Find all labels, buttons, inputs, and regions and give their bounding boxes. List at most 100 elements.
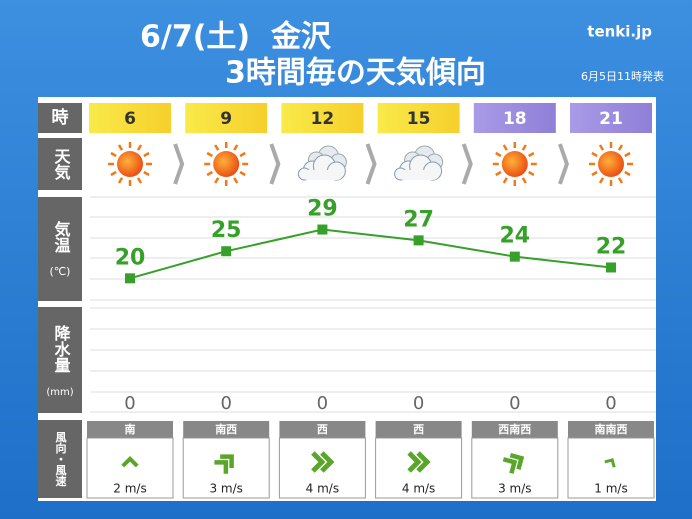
wind-speed: 3 m/s	[209, 482, 242, 496]
row-label: 降水量	[52, 324, 71, 373]
row-header	[38, 420, 82, 498]
hour-label: 12	[311, 109, 335, 129]
wind-arrow	[311, 451, 335, 473]
sun-ray	[110, 151, 117, 158]
hour-badge	[473, 103, 556, 133]
wind-direction: 南西	[215, 422, 237, 436]
temp-label: 22	[596, 234, 627, 259]
temp-label: 24	[499, 224, 530, 249]
hour-label: 6	[124, 109, 136, 129]
sun-disc	[117, 151, 143, 177]
temp-label: 20	[115, 245, 146, 270]
wind-header	[568, 421, 654, 438]
separator	[365, 143, 377, 185]
sun-ray	[143, 170, 150, 177]
temp-point	[509, 251, 520, 262]
row-label: 風向・風速	[54, 431, 67, 487]
sun-icon	[204, 142, 249, 186]
sun-icon	[108, 142, 152, 186]
hour-badge	[377, 103, 460, 133]
sun-icon	[492, 142, 537, 186]
sun-ray	[624, 170, 631, 177]
temp-point	[317, 224, 328, 235]
chevron	[604, 458, 616, 468]
separator	[461, 143, 473, 185]
separator	[558, 143, 570, 185]
sun-ray	[117, 177, 124, 184]
cloud-icon	[394, 145, 444, 181]
sun-ray	[214, 177, 220, 184]
sun-ray	[591, 170, 598, 177]
cloud-icon	[297, 145, 347, 181]
sun-disc	[598, 151, 624, 177]
chevron	[121, 455, 139, 468]
wind-header	[279, 421, 366, 438]
wind-arrow	[121, 455, 139, 468]
sun-ray	[206, 170, 213, 177]
chevron	[220, 454, 234, 469]
hour-badge	[185, 103, 268, 133]
issued: 6月5日11時発表	[581, 69, 664, 83]
chevron	[509, 453, 525, 470]
temp-point	[125, 273, 135, 284]
wind-direction: 西	[317, 423, 328, 436]
row-label: 天気	[52, 148, 71, 181]
wind-speed: 3 m/s	[498, 482, 531, 496]
sun-ray	[214, 144, 220, 151]
chevron	[502, 457, 518, 474]
row-header	[38, 138, 82, 190]
sun-ray	[136, 177, 143, 184]
row-label: (℃)	[50, 265, 71, 278]
sun-ray	[521, 144, 527, 151]
hour-badge	[281, 103, 364, 133]
sun-icon	[589, 142, 633, 186]
wind-direction: 西	[413, 423, 424, 436]
chevron	[416, 451, 431, 473]
row-label: (mm)	[46, 387, 73, 398]
chevron	[214, 460, 229, 474]
subtitle: 3時間毎の天気傾向	[225, 56, 486, 91]
hour-badge	[570, 103, 652, 133]
sun-ray	[206, 151, 213, 158]
wind-speed: 4 m/s	[402, 482, 435, 496]
row-label: 気温	[52, 220, 72, 253]
wind-header	[87, 421, 173, 438]
sun-ray	[495, 170, 502, 177]
temp-label: 25	[211, 218, 242, 243]
temp-line	[129, 228, 612, 280]
sun-ray	[136, 144, 143, 151]
separator	[173, 143, 185, 185]
cloud-part	[302, 170, 343, 180]
row-header	[38, 103, 82, 133]
temp-label: 29	[307, 197, 338, 222]
sun-ray	[617, 177, 624, 184]
temp-point	[221, 246, 232, 257]
wind-box	[86, 437, 174, 499]
temp-label: 27	[403, 207, 434, 232]
wind-speed: 4 m/s	[306, 482, 339, 496]
wind-header	[471, 421, 558, 438]
sun-ray	[617, 144, 624, 151]
chevron	[311, 451, 326, 473]
hour-label: 15	[407, 109, 431, 129]
row-header	[38, 307, 82, 413]
sun-ray	[624, 151, 631, 158]
chevron	[320, 451, 335, 473]
row-label: 時	[52, 107, 69, 128]
sun-ray	[233, 177, 239, 184]
temp-point	[413, 235, 424, 246]
sun-ray	[598, 144, 605, 151]
separator	[269, 143, 281, 185]
sun-ray	[110, 170, 117, 177]
wind-arrow	[407, 451, 431, 473]
wind-speed: 2 m/s	[113, 482, 146, 496]
sun-ray	[528, 151, 535, 158]
sun-disc	[213, 151, 240, 177]
chevron	[407, 451, 422, 473]
row-header	[38, 197, 82, 301]
sun-ray	[591, 151, 598, 158]
wind-arrow	[502, 453, 525, 474]
wind-direction: 南	[125, 422, 136, 436]
wind-arrow	[214, 454, 234, 474]
